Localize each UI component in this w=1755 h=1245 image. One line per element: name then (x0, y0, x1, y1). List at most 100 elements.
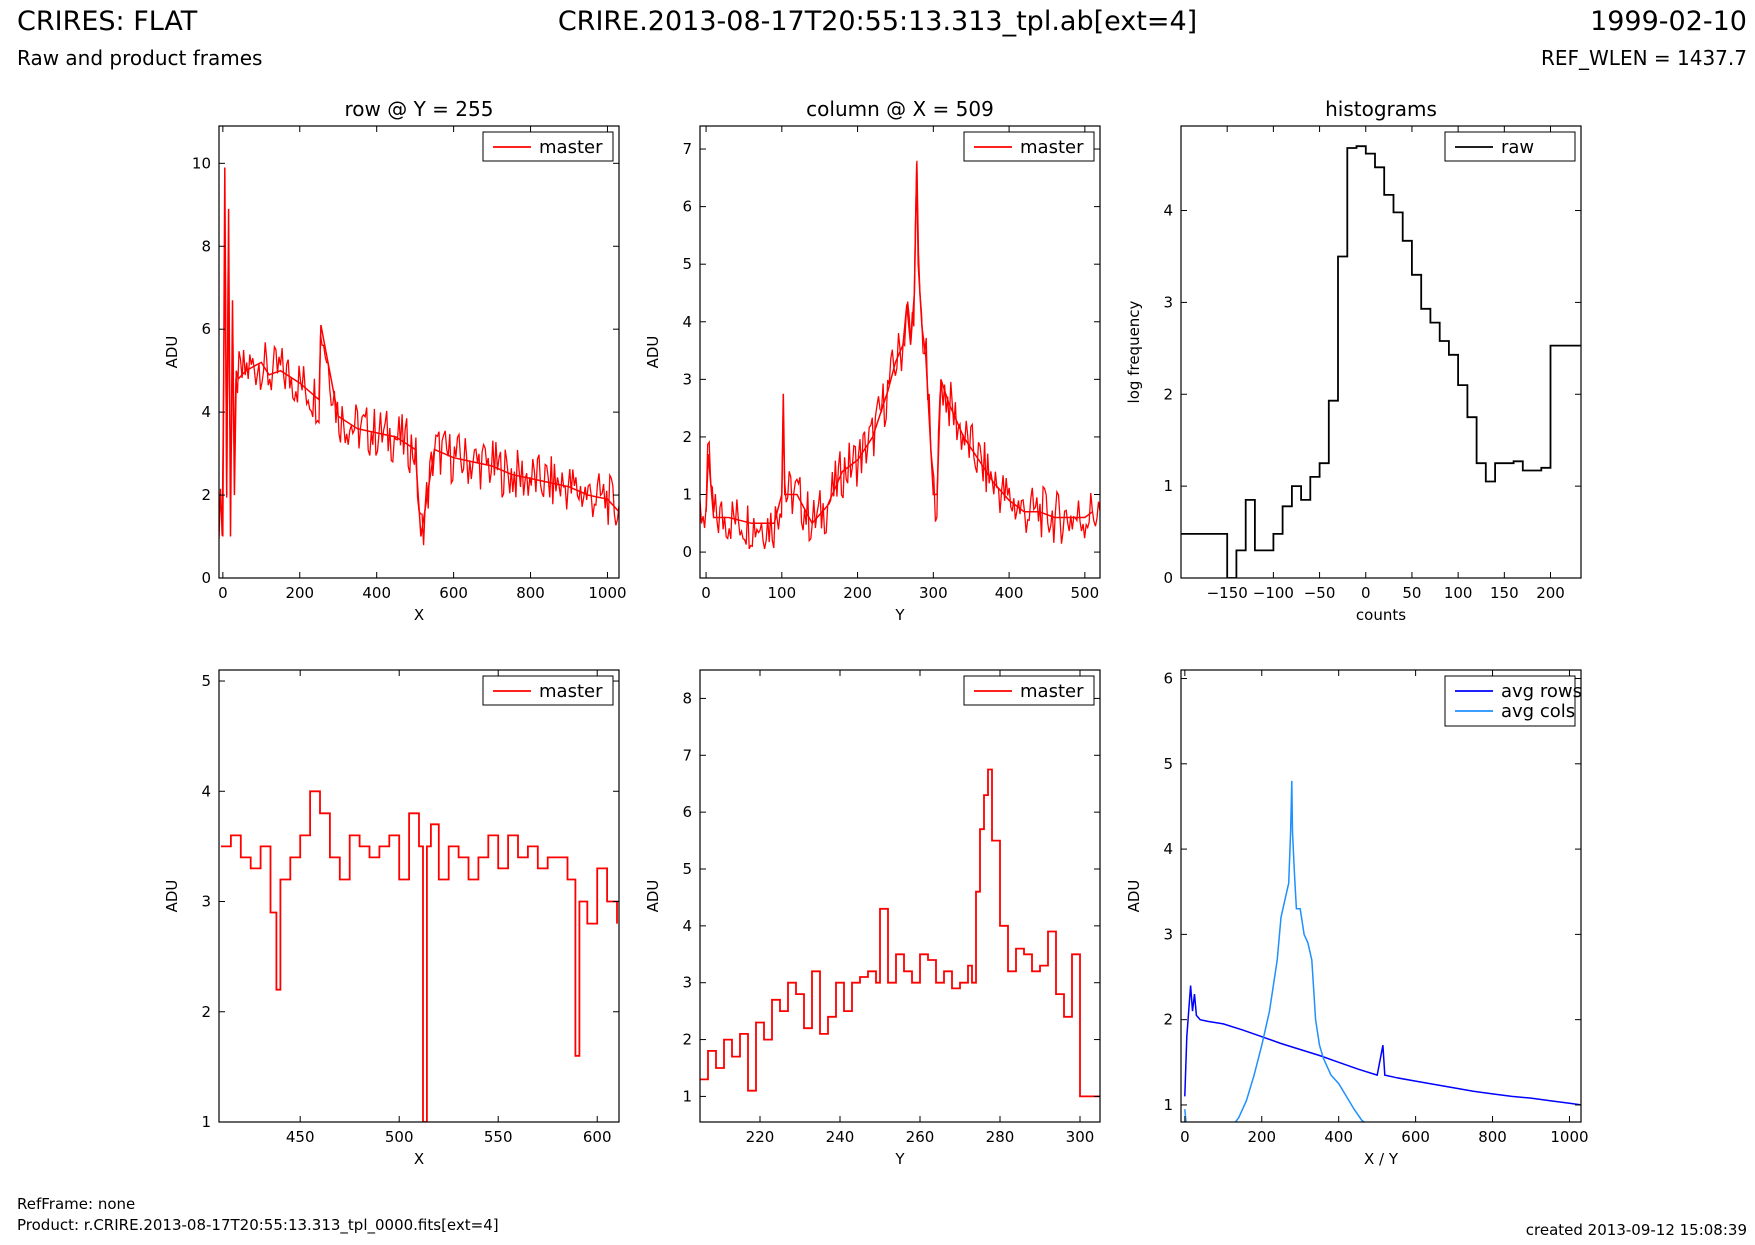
x-tick-label: 400 (1324, 1128, 1353, 1146)
y-tick-label: 5 (1163, 755, 1173, 773)
x-axis-label: Y (894, 1150, 905, 1168)
x-tick-label: 240 (826, 1128, 855, 1146)
ref-wlen-label: REF_WLEN = 1437.7 (1540, 46, 1747, 70)
chart-title: histograms (1325, 97, 1437, 121)
plot-frame (218, 125, 620, 579)
y-axis-label: ADU (644, 880, 662, 913)
y-tick-label: 1 (201, 1113, 211, 1131)
x-tick-label: 600 (439, 584, 468, 602)
y-tick-label: 4 (682, 917, 692, 935)
ref-frame-label: RefFrame: none (17, 1195, 136, 1213)
y-tick-label: 5 (682, 255, 692, 273)
y-tick-label: 1 (1163, 477, 1173, 495)
x-tick-label: 100 (1444, 584, 1473, 602)
x-tick-label: 400 (362, 584, 391, 602)
y-axis-label: ADU (163, 336, 181, 369)
product-label: Product: r.CRIRE.2013-08-17T20:55:13.313… (17, 1216, 499, 1234)
x-tick-label: 600 (583, 1128, 612, 1146)
y-tick-label: 1 (682, 486, 692, 504)
series-avg-rows (1184, 985, 1581, 1106)
y-tick-label: 1 (1163, 1096, 1173, 1114)
x-tick-label: 220 (746, 1128, 775, 1146)
y-tick-label: 0 (201, 569, 211, 587)
legend-label: master (539, 681, 603, 702)
chart-2: 0 100 200 300 400 500 0 1 2 3 4 5 6 7 column @ X = 509… (644, 97, 1101, 624)
x-tick-label: 300 (1066, 1128, 1095, 1146)
y-tick-label: 2 (682, 428, 692, 446)
date-label: 1999-02-10 (1590, 6, 1747, 37)
y-tick-label: 4 (682, 313, 692, 331)
y-tick-label: 4 (1163, 202, 1173, 220)
x-axis-label: Y (894, 606, 905, 624)
y-axis-label: ADU (1125, 880, 1143, 913)
y-tick-label: 5 (682, 860, 692, 878)
legend-label: master (539, 137, 603, 158)
x-tick-label: 1000 (588, 584, 626, 602)
plot-frame (699, 125, 1101, 579)
x-tick-label: 150 (1490, 584, 1519, 602)
x-tick-label: 200 (285, 584, 314, 602)
y-tick-label: 5 (201, 672, 211, 690)
x-tick-label: 500 (385, 1128, 414, 1146)
x-axis-label: counts (1356, 606, 1406, 624)
x-tick-label: 0 (1361, 584, 1371, 602)
y-tick-label: 2 (682, 1031, 692, 1049)
legend-label: avg cols (1501, 701, 1575, 722)
y-tick-label: 4 (1163, 840, 1173, 858)
x-tick-label: 300 (919, 584, 948, 602)
y-tick-label: 0 (682, 543, 692, 561)
y-tick-label: 7 (682, 140, 692, 158)
y-tick-label: 0 (1163, 569, 1173, 587)
x-tick-label: 280 (986, 1128, 1015, 1146)
y-tick-label: 6 (682, 803, 692, 821)
chart-3: −150 −100 −50 0 50 100 150 200 0 1 2 3 4 histograms co… (1125, 97, 1582, 624)
series-avg-cols (1184, 780, 1366, 1122)
y-tick-label: 3 (1163, 925, 1173, 943)
chart-6: 0 200 400 600 800 1000 1 2 3 4 5 6 X / Y ADU avg rowsa… (1125, 669, 1589, 1168)
x-tick-label: 400 (995, 584, 1024, 602)
plot-frame (1180, 669, 1582, 1123)
y-tick-label: 1 (682, 1087, 692, 1105)
x-tick-label: −150 (1207, 584, 1248, 602)
chart-4: 450 500 550 600 1 2 3 4 5 X ADU master (163, 669, 620, 1168)
plot-frame (218, 669, 620, 1123)
y-tick-label: 6 (201, 320, 211, 338)
x-tick-label: 0 (1180, 1128, 1190, 1146)
x-tick-label: 100 (767, 584, 796, 602)
y-axis-label: log frequency (1125, 300, 1143, 403)
chart-5: 220 240 260 280 300 1 2 3 4 5 6 7 8 Y ADU master (644, 669, 1101, 1168)
y-tick-label: 3 (201, 893, 211, 911)
y-tick-label: 8 (201, 237, 211, 255)
x-tick-label: −50 (1304, 584, 1336, 602)
y-axis-label: ADU (644, 336, 662, 369)
y-tick-label: 4 (201, 782, 211, 800)
x-tick-label: 200 (1536, 584, 1565, 602)
x-tick-label: 0 (701, 584, 711, 602)
x-tick-label: 260 (906, 1128, 935, 1146)
y-tick-label: 2 (1163, 1011, 1173, 1029)
x-tick-label: 550 (484, 1128, 513, 1146)
legend-label: master (1020, 681, 1084, 702)
legend-label: raw (1501, 137, 1534, 158)
x-axis-label: X (414, 1150, 424, 1168)
y-tick-label: 10 (192, 154, 211, 172)
page-title: CRIRES: FLAT (17, 6, 198, 37)
x-tick-label: 600 (1401, 1128, 1430, 1146)
x-axis-label: X / Y (1364, 1150, 1399, 1168)
page-subtitle: Raw and product frames (17, 46, 263, 70)
series-master (700, 768, 1100, 1098)
chart-title: column @ X = 509 (806, 97, 994, 121)
y-tick-label: 2 (201, 486, 211, 504)
legend-box (1444, 675, 1576, 727)
y-tick-label: 2 (201, 1003, 211, 1021)
plot-frame (1180, 125, 1582, 579)
y-tick-label: 4 (201, 403, 211, 421)
x-tick-label: 500 (1071, 584, 1100, 602)
plot-frame (699, 669, 1101, 1123)
y-tick-label: 3 (682, 370, 692, 388)
legend-label: avg rows (1501, 681, 1582, 702)
y-tick-label: 2 (1163, 385, 1173, 403)
x-tick-label: 800 (516, 584, 545, 602)
frame-title: CRIRE.2013-08-17T20:55:13.313_tpl.ab[ext… (557, 6, 1198, 37)
